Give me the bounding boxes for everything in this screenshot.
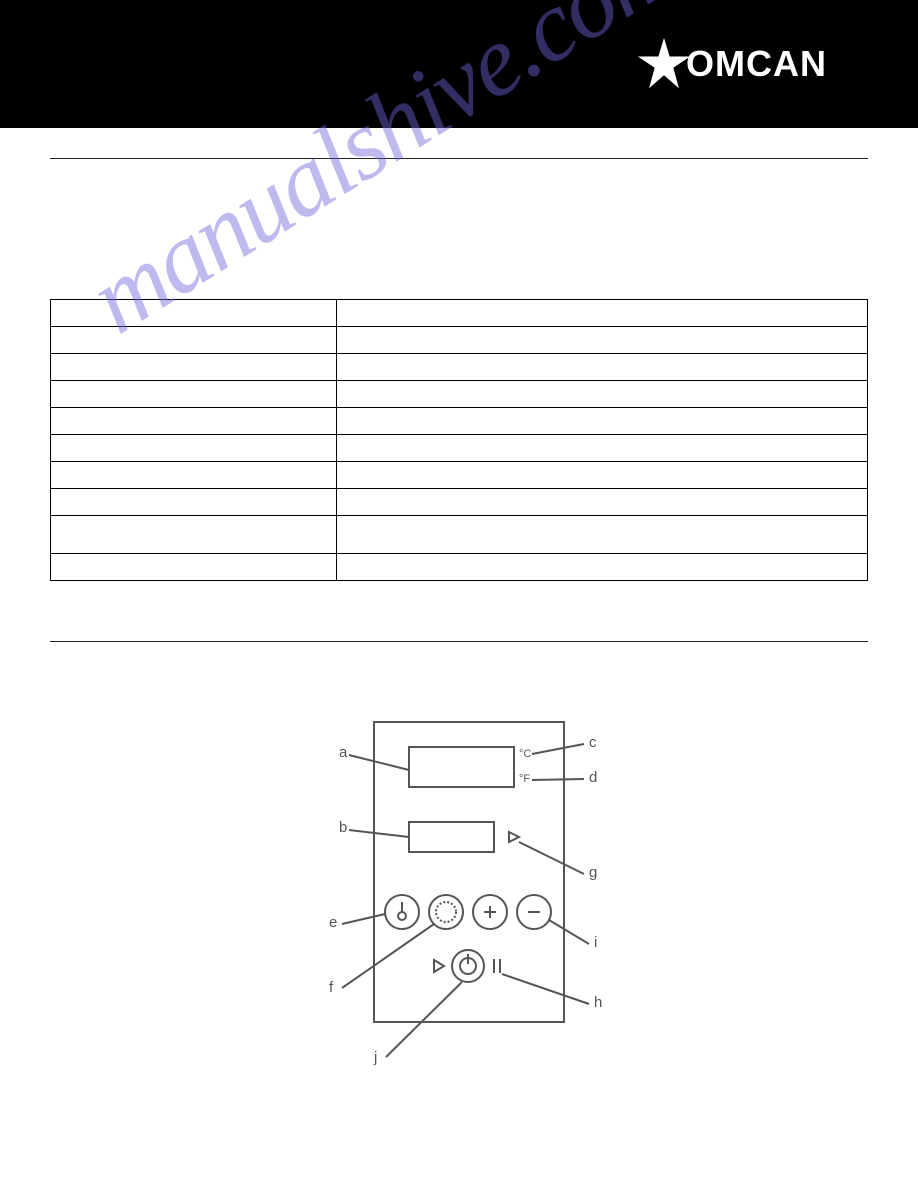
control-panel-diagram: °C °F	[50, 702, 868, 1072]
spec-table	[50, 299, 868, 581]
header-bar: OMCAN	[0, 0, 918, 128]
cell	[51, 554, 337, 581]
table-row	[51, 489, 868, 516]
diagram-label-c: c	[589, 734, 597, 751]
diagram-label-a: a	[339, 744, 348, 761]
diagram-label-i: i	[594, 934, 597, 951]
diagram-label-j: j	[373, 1049, 377, 1066]
table-row	[51, 516, 868, 554]
cell	[336, 408, 867, 435]
diagram-section: °C °F	[50, 641, 868, 1072]
diagram-label-e: e	[329, 914, 337, 931]
table-row	[51, 462, 868, 489]
diagram-label-d: d	[589, 769, 597, 786]
cell	[336, 300, 867, 327]
cell	[336, 381, 867, 408]
table-row	[51, 408, 868, 435]
cell	[51, 516, 337, 554]
cell	[336, 554, 867, 581]
table-row	[51, 554, 868, 581]
diagram-label-f: f	[329, 979, 334, 996]
cell	[51, 354, 337, 381]
cell	[51, 300, 337, 327]
table-row	[51, 354, 868, 381]
page-content: °C °F	[0, 158, 918, 1072]
top-rule	[50, 158, 868, 159]
cell	[336, 462, 867, 489]
diagram-label-b: b	[339, 819, 347, 836]
cell	[336, 489, 867, 516]
cell	[51, 435, 337, 462]
unit-f-symbol: °F	[519, 773, 530, 785]
diagram-rule	[50, 641, 868, 642]
cell	[336, 327, 867, 354]
table-row	[51, 300, 868, 327]
cell	[51, 462, 337, 489]
cell	[336, 516, 867, 554]
table-row	[51, 435, 868, 462]
diagram-label-h: h	[594, 994, 602, 1011]
table-row	[51, 327, 868, 354]
cell	[51, 327, 337, 354]
brand-logo: OMCAN	[636, 32, 876, 96]
diagram-label-g: g	[589, 864, 597, 881]
cell	[51, 408, 337, 435]
logo-text: OMCAN	[686, 43, 827, 85]
table-row	[51, 381, 868, 408]
unit-c-symbol: °C	[519, 748, 531, 760]
star-icon	[636, 36, 692, 92]
cell	[336, 435, 867, 462]
cell	[51, 381, 337, 408]
cell	[51, 489, 337, 516]
cell	[336, 354, 867, 381]
